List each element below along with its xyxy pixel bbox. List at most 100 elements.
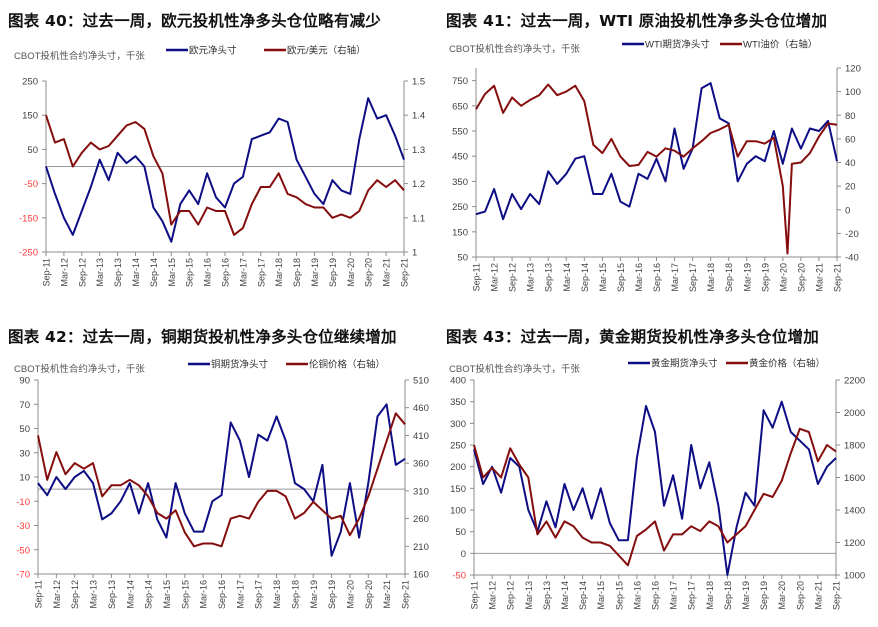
right-tick-label: 80 [845, 111, 856, 122]
x-tick-label: Mar-12 [488, 581, 498, 610]
legend-label: WTI期货净头寸 [645, 39, 710, 51]
series-line-net-position [475, 82, 838, 221]
x-tick-label: Mar-21 [382, 580, 392, 609]
x-tick-label: Mar-19 [310, 258, 320, 287]
x-tick-label: Mar-19 [742, 263, 752, 292]
x-tick-label: Sep-21 [401, 580, 411, 609]
x-tick-label: Mar-20 [346, 258, 356, 287]
series-line-price [475, 83, 838, 255]
right-tick-label: 260 [413, 514, 429, 525]
x-tick-label: Sep-11 [42, 258, 52, 286]
left-tick-label: 150 [22, 111, 38, 122]
x-tick-label: Mar-16 [634, 263, 644, 292]
x-tick-label: Mar-21 [814, 263, 824, 292]
series-line-net-position [37, 403, 406, 557]
x-tick-label: Sep-15 [614, 581, 624, 610]
x-tick-label: Mar-14 [562, 263, 572, 292]
left-tick-label: -50 [16, 545, 30, 556]
x-tick-label: Sep-19 [759, 581, 769, 610]
left-tick-label: -50 [24, 179, 38, 190]
x-tick-label: Sep-12 [77, 258, 87, 287]
left-tick-label: 400 [450, 376, 466, 387]
chart-subtitle: CBOT投机性合约净头寸，千张 [449, 363, 580, 375]
x-tick-label: Sep-14 [578, 581, 588, 610]
left-tick-label: 450 [452, 152, 468, 163]
right-tick-label: 1.2 [412, 179, 425, 190]
x-tick-label: Sep-11 [470, 581, 480, 609]
x-tick-label: Sep-17 [687, 581, 697, 610]
x-tick-label: Mar-15 [162, 580, 172, 609]
x-tick-label: Sep-14 [144, 580, 154, 609]
x-tick-label: Sep-19 [328, 258, 338, 287]
right-tick-label: 120 [845, 64, 861, 75]
right-tick-label: 20 [845, 182, 856, 193]
x-tick-label: Sep-14 [580, 263, 590, 292]
x-tick-label: Mar-13 [95, 258, 105, 287]
x-tick-label: Sep-20 [364, 580, 374, 609]
right-tick-label: -40 [845, 253, 859, 264]
legend-label: 欧元/美元（右轴） [287, 45, 366, 57]
series-line-net-position [45, 97, 405, 243]
x-tick-label: Mar-18 [706, 263, 716, 292]
left-tick-label: 200 [450, 462, 466, 473]
x-tick-label: Sep-18 [723, 581, 733, 610]
right-tick-label: 1.1 [412, 213, 425, 224]
series-line-price [37, 412, 406, 548]
left-tick-label: -10 [16, 497, 30, 508]
chart-subtitle: CBOT投机性合约净头寸，千张 [14, 50, 145, 62]
x-tick-label: Sep-13 [544, 263, 554, 292]
x-tick-label: Sep-18 [290, 580, 300, 609]
x-tick-label: Mar-17 [669, 581, 679, 610]
chart-subtitle: CBOT投机性合约净头寸，千张 [14, 363, 145, 375]
right-tick-label: 60 [845, 134, 856, 145]
left-tick-label: 50 [27, 145, 38, 156]
x-tick-label: Sep-18 [724, 263, 734, 292]
x-tick-label: Sep-15 [185, 258, 195, 287]
x-tick-label: Sep-21 [400, 258, 410, 287]
x-tick-label: Mar-19 [309, 580, 319, 609]
left-tick-label: -30 [16, 521, 30, 532]
x-tick-label: Mar-13 [526, 263, 536, 292]
x-tick-label: Mar-20 [345, 580, 355, 609]
x-tick-label: Sep-21 [833, 263, 843, 292]
right-tick-label: 1000 [844, 571, 865, 582]
x-tick-label: Sep-12 [508, 263, 518, 292]
x-tick-label: Mar-20 [777, 581, 787, 610]
left-tick-label: 250 [450, 441, 466, 452]
chart-title-gold: 图表 43：过去一周，黄金期货投机性净多头仓位增加 [446, 328, 819, 346]
x-tick-label: Mar-15 [167, 258, 177, 287]
left-tick-label: -250 [19, 248, 38, 259]
x-tick-label: Sep-16 [221, 258, 231, 287]
left-tick-label: 50 [19, 424, 30, 435]
legend-label: 黄金价格（右轴） [749, 358, 825, 370]
right-tick-label: 40 [845, 158, 856, 169]
series-line-net-position [473, 400, 837, 576]
left-tick-label: 150 [452, 227, 468, 238]
x-tick-label: Sep-13 [542, 581, 552, 610]
chart-title-eur: 图表 40：过去一周，欧元投机性净多头仓位略有减少 [8, 12, 381, 30]
x-tick-label: Mar-17 [670, 263, 680, 292]
left-tick-label: 650 [452, 101, 468, 112]
x-tick-label: Mar-18 [272, 580, 282, 609]
right-tick-label: 1.3 [412, 145, 425, 156]
left-tick-label: 250 [452, 202, 468, 213]
right-tick-label: 410 [413, 431, 429, 442]
x-tick-label: Mar-14 [560, 581, 570, 610]
series-line-price [45, 114, 405, 236]
right-tick-label: 160 [413, 570, 429, 581]
left-tick-label: 10 [19, 473, 30, 484]
right-tick-label: 510 [413, 376, 429, 387]
x-tick-label: Mar-13 [524, 581, 534, 610]
x-tick-label: Mar-16 [199, 580, 209, 609]
x-tick-label: Sep-12 [70, 580, 80, 609]
right-tick-label: 1200 [844, 538, 865, 549]
x-tick-label: Mar-13 [89, 580, 99, 609]
right-tick-label: 1400 [844, 506, 865, 517]
x-tick-label: Sep-20 [796, 263, 806, 292]
left-tick-label: -70 [16, 570, 30, 581]
x-tick-label: Mar-16 [203, 258, 213, 287]
x-tick-label: Mar-18 [274, 258, 284, 287]
x-tick-label: Sep-12 [506, 581, 516, 610]
left-tick-label: -50 [452, 571, 466, 582]
left-tick-label: 50 [455, 527, 466, 538]
